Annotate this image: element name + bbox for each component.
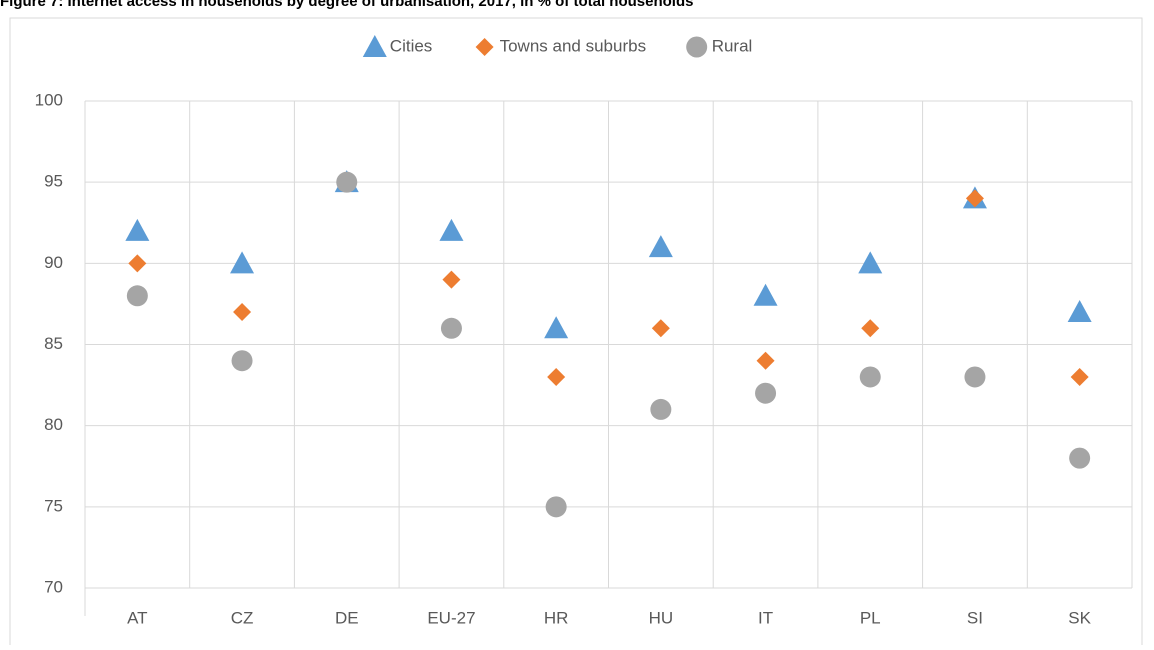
point [439, 218, 464, 241]
y-tick-label: 90 [44, 253, 63, 272]
point [753, 283, 778, 306]
x-tick-label: IT [758, 608, 773, 627]
y-tick-label: 70 [44, 577, 63, 596]
point [756, 351, 775, 370]
point [128, 254, 147, 273]
point [440, 317, 462, 339]
point [964, 366, 986, 388]
x-tick-label: CZ [231, 608, 254, 627]
point [1069, 447, 1091, 469]
point [755, 382, 777, 404]
point [859, 366, 881, 388]
y-tick-label: 80 [44, 415, 63, 434]
x-tick-label: DE [335, 608, 359, 627]
x-tick-label: HU [649, 608, 674, 627]
point [125, 218, 150, 241]
point [233, 303, 252, 322]
point [861, 319, 880, 338]
x-tick-label: EU-27 [427, 608, 475, 627]
x-tick-label: HR [544, 608, 569, 627]
point [1070, 367, 1089, 386]
y-tick-label: 85 [44, 334, 63, 353]
point [651, 319, 670, 338]
point [648, 235, 673, 258]
y-tick-label: 95 [44, 172, 63, 191]
legend-marker [475, 38, 494, 56]
legend-label: Rural [712, 36, 753, 55]
point [230, 251, 255, 274]
point [858, 251, 883, 274]
x-tick-label: SK [1068, 608, 1091, 627]
point [650, 398, 672, 420]
point [231, 350, 253, 372]
point [442, 270, 461, 289]
point [1067, 300, 1092, 323]
x-tick-label: AT [127, 608, 147, 627]
point [545, 496, 567, 518]
y-tick-label: 100 [35, 90, 63, 109]
x-tick-label: PL [860, 608, 881, 627]
chart-title: Figure 7: Internet access in households … [0, 0, 693, 10]
point [965, 189, 984, 208]
legend-marker [686, 36, 708, 58]
x-tick-label: SI [967, 608, 983, 627]
point [544, 316, 569, 339]
chart-frame [9, 17, 1143, 650]
point [336, 171, 358, 193]
legend-marker [362, 35, 387, 57]
y-tick-label: 75 [44, 496, 63, 515]
legend-label: Cities [390, 36, 433, 55]
point [547, 367, 566, 386]
point [126, 285, 148, 307]
legend-label: Towns and suburbs [500, 36, 646, 55]
